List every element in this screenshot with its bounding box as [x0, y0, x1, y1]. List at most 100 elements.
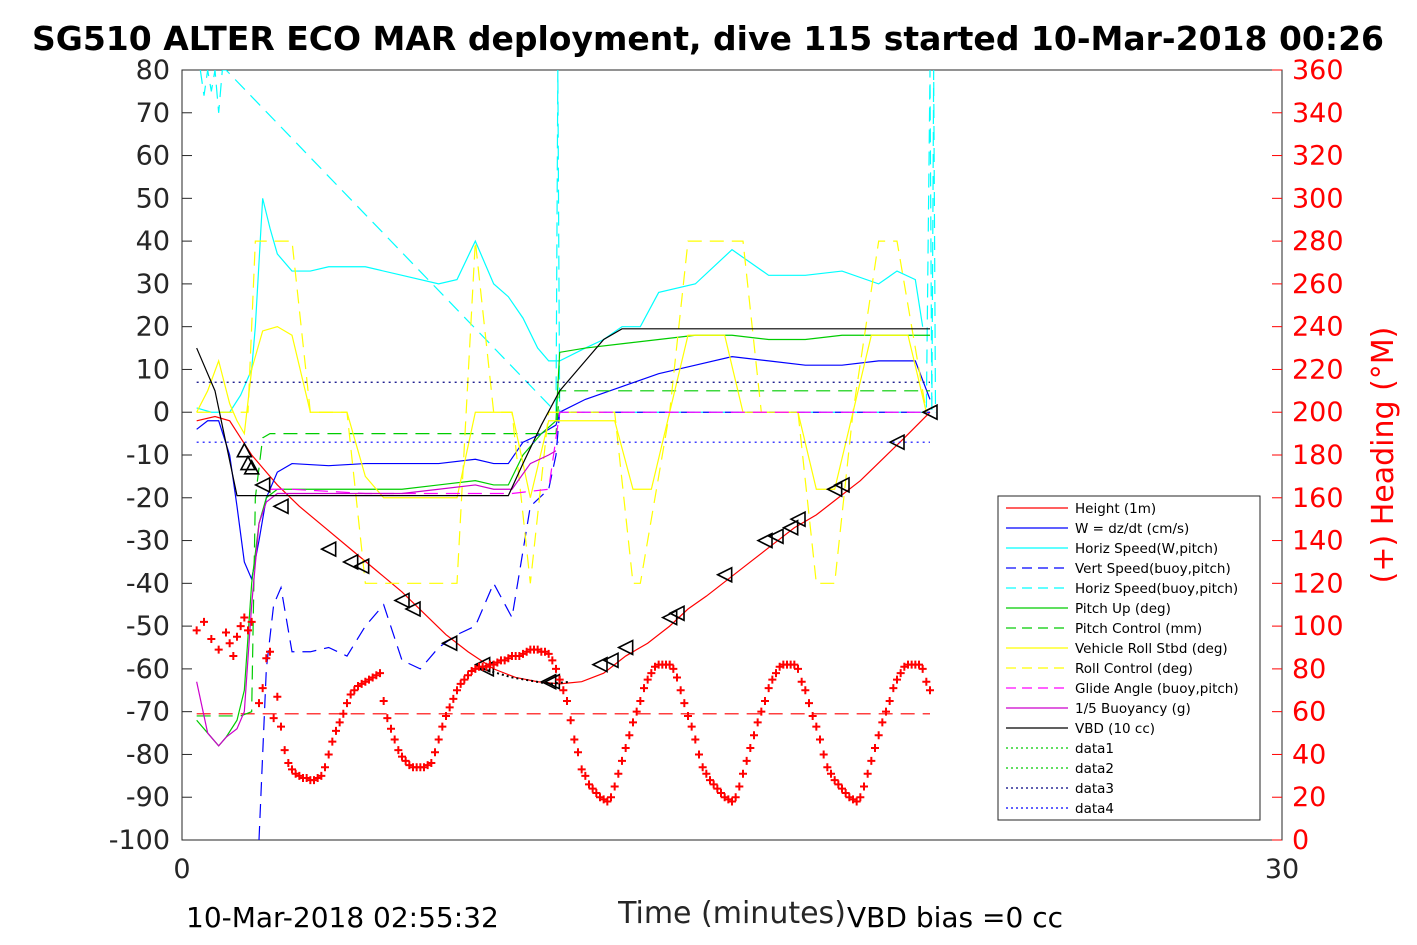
- heading-point: [794, 664, 802, 673]
- heading-point: [434, 735, 443, 744]
- heading-point: [390, 735, 399, 744]
- series-1-5-buoyancy-g: [196, 450, 557, 747]
- heading-point: [207, 634, 216, 643]
- left-tick-label: 40: [136, 226, 170, 257]
- heading-point: [442, 711, 450, 720]
- left-tick-label: -70: [126, 697, 170, 728]
- heading-point: [610, 782, 619, 791]
- heading-point: [695, 750, 703, 759]
- heading-point: [247, 617, 256, 626]
- legend-label-vehicle-roll-stbd-deg: Vehicle Roll Stbd (deg): [1075, 641, 1228, 657]
- legend-label-height-1m: Height (1m): [1075, 501, 1156, 517]
- heading-point: [603, 797, 612, 806]
- heading-point: [222, 628, 230, 637]
- height-marker: [767, 527, 784, 545]
- legend-label-pitch-control-mm: Pitch Control (mm): [1075, 621, 1202, 637]
- heading-point: [702, 769, 711, 778]
- height-marker: [539, 673, 557, 691]
- x-axis-ticks: 0 30: [173, 830, 1299, 885]
- heading-point: [401, 756, 410, 765]
- heading-point: [614, 769, 623, 778]
- height-marker: [602, 652, 619, 669]
- right-tick-label: 200: [1292, 397, 1344, 428]
- legend-label-data1: data1: [1075, 741, 1114, 757]
- height-marker: [921, 403, 938, 421]
- left-tick-label: -30: [126, 526, 170, 557]
- heading-point: [713, 784, 722, 793]
- heading-point: [882, 707, 890, 716]
- heading-point: [830, 776, 839, 785]
- legend-label-vbd-10-cc: VBD (10 cc): [1075, 721, 1155, 737]
- right-axis-ticks: 3603403203002802602402202001801601401201…: [1272, 55, 1344, 856]
- legend-label-data2: data2: [1075, 761, 1114, 777]
- series-vbd-10-cc: [196, 328, 930, 497]
- heading-point: [676, 686, 685, 695]
- right-tick-label: 360: [1292, 55, 1344, 86]
- heading-point: [266, 647, 274, 656]
- heading-point: [632, 707, 641, 716]
- heading-point: [284, 759, 293, 767]
- heading-point: [398, 752, 406, 761]
- heading-point: [816, 735, 824, 744]
- series-horiz-speed-w-pitch: [196, 198, 924, 413]
- left-tick-label: -80: [126, 739, 170, 770]
- x-tick-label: 0: [173, 854, 190, 885]
- legend-label-horiz-speed-buoy-pitch: Horiz Speed(buoy,pitch): [1075, 581, 1238, 597]
- heading-point: [896, 669, 905, 678]
- height-marker: [715, 566, 733, 584]
- height-marker: [243, 459, 261, 475]
- heading-point: [915, 660, 923, 669]
- heading-point: [863, 769, 872, 778]
- heading-point: [379, 696, 388, 705]
- left-tick-label: 70: [136, 98, 170, 129]
- heading-point: [819, 750, 828, 759]
- right-tick-label: 340: [1292, 98, 1344, 129]
- heading-point: [229, 652, 238, 661]
- right-tick-label: 220: [1292, 354, 1344, 385]
- legend-label-1-5-buoyancy-g: 1/5 Buoyancy (g): [1075, 701, 1191, 717]
- heading-point: [750, 731, 758, 740]
- heading-point: [768, 675, 777, 684]
- heading-point: [625, 731, 634, 740]
- left-tick-label: 80: [136, 55, 170, 86]
- heading-point: [566, 716, 575, 725]
- heading-point: [757, 707, 766, 716]
- left-tick-label: 60: [136, 141, 170, 172]
- heading-point: [577, 765, 586, 774]
- left-tick-label: -50: [126, 611, 170, 642]
- legend-label-roll-control-deg: Roll Control (deg): [1075, 661, 1193, 677]
- heading-point: [643, 675, 652, 684]
- height-marker: [756, 532, 773, 549]
- left-tick-label: 20: [136, 312, 170, 343]
- heading-point: [885, 696, 894, 705]
- height-marker: [393, 592, 410, 609]
- right-tick-label: 280: [1292, 226, 1344, 257]
- heading-point: [878, 718, 887, 727]
- series-pitch-control-mm: [196, 390, 930, 717]
- footer-timestamp: 10-Mar-2018 02:55:32: [186, 901, 499, 934]
- heading-point: [680, 699, 689, 708]
- legend-label-glide-angle-buoy-pitch: Glide Angle (buoy,pitch): [1075, 681, 1239, 697]
- heading-point: [339, 709, 348, 718]
- heading-point: [548, 656, 557, 665]
- height-marker: [668, 604, 685, 622]
- left-tick-label: 30: [136, 269, 170, 300]
- chart-title: SG510 ALTER ECO MAR deployment, dive 115…: [32, 19, 1384, 58]
- heading-point: [236, 622, 245, 631]
- height-marker: [319, 540, 337, 558]
- heading-point: [563, 696, 571, 705]
- heading-point: [335, 718, 344, 727]
- heading-point: [629, 718, 637, 727]
- heading-point: [317, 771, 326, 780]
- heading-point: [233, 632, 241, 641]
- heading-point: [383, 714, 392, 723]
- series-pitch-up-deg: [196, 334, 930, 747]
- heading-point: [332, 726, 340, 735]
- right-tick-label: 180: [1292, 440, 1344, 471]
- heading-point: [555, 675, 564, 684]
- x-axis-label: Time (minutes): [617, 896, 846, 931]
- heading-point: [665, 660, 674, 669]
- heading-point: [240, 613, 249, 622]
- right-tick-label: 20: [1292, 782, 1326, 813]
